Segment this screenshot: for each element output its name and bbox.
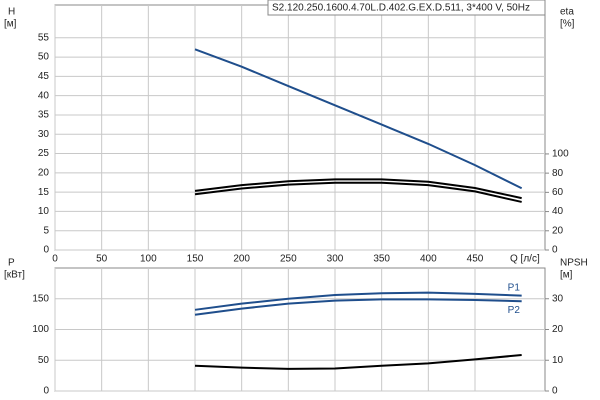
- plot-area: [54, 4, 546, 251]
- y-tick-label: 50: [38, 52, 50, 63]
- y2-tick-label: 0: [552, 386, 558, 397]
- x-tick-label: 350: [373, 254, 390, 265]
- y2-axis-label: [м]: [560, 270, 573, 281]
- y-tick-label: 0: [43, 245, 49, 256]
- y-axis-label: P: [8, 258, 15, 269]
- y2-tick-label: 20: [552, 324, 564, 335]
- y-tick-label: 10: [38, 206, 50, 217]
- x-tick-label: 450: [467, 254, 484, 265]
- y2-axis-label: eta: [560, 7, 574, 18]
- y-tick-label: 5: [43, 225, 49, 236]
- y2-tick-label: 80: [552, 168, 564, 179]
- x-tick-label: 0: [52, 254, 58, 265]
- series-line: [194, 178, 522, 200]
- x-tick-label: 150: [187, 254, 204, 265]
- y-tick-label: 45: [38, 71, 50, 82]
- y-tick-label: 150: [32, 293, 49, 304]
- y2-tick-label: 100: [552, 149, 569, 160]
- chart-title: S2.120.250.1600.4.70L.D.402.G.EX.D.511, …: [272, 3, 530, 14]
- y-tick-label: 20: [38, 167, 50, 178]
- y2-axis-label: [%]: [560, 19, 575, 30]
- y-tick-label: 15: [38, 187, 50, 198]
- x-tick-label: 250: [280, 254, 297, 265]
- y2-tick-label: 40: [552, 206, 564, 217]
- series-line: [194, 354, 522, 370]
- x-axis-label: Q [л/с]: [510, 254, 540, 265]
- y-tick-label: 50: [38, 355, 50, 366]
- series-line: [194, 298, 522, 316]
- x-tick-label: 400: [420, 254, 437, 265]
- series-label: P2: [508, 305, 521, 316]
- title-box: [267, 0, 546, 16]
- y-axis-label: H: [8, 7, 15, 18]
- x-tick-label: 100: [140, 254, 157, 265]
- y-tick-label: 40: [38, 90, 50, 101]
- y2-tick-label: 20: [552, 225, 564, 236]
- y2-tick-label: 10: [552, 355, 564, 366]
- y-tick-label: 0: [43, 386, 49, 397]
- y-tick-label: 25: [38, 148, 50, 159]
- x-tick-label: 50: [96, 254, 108, 265]
- y-tick-label: 30: [38, 129, 50, 140]
- y-axis-label: [кВт]: [4, 270, 25, 281]
- y2-tick-label: 0: [552, 245, 558, 256]
- x-tick-label: 300: [327, 254, 344, 265]
- series-label: P1: [508, 282, 521, 293]
- series-line: [194, 291, 522, 311]
- y-tick-label: 100: [32, 324, 49, 335]
- y-tick-label: 35: [38, 110, 50, 121]
- y2-tick-label: 60: [552, 187, 564, 198]
- series-line: [194, 181, 522, 203]
- series-line: [194, 48, 523, 190]
- y-axis-label: [м]: [4, 19, 17, 30]
- y2-tick-label: 30: [552, 293, 564, 304]
- x-tick-label: 200: [233, 254, 250, 265]
- y2-axis-label: NPSH: [560, 258, 588, 269]
- y-tick-label: 55: [38, 32, 50, 43]
